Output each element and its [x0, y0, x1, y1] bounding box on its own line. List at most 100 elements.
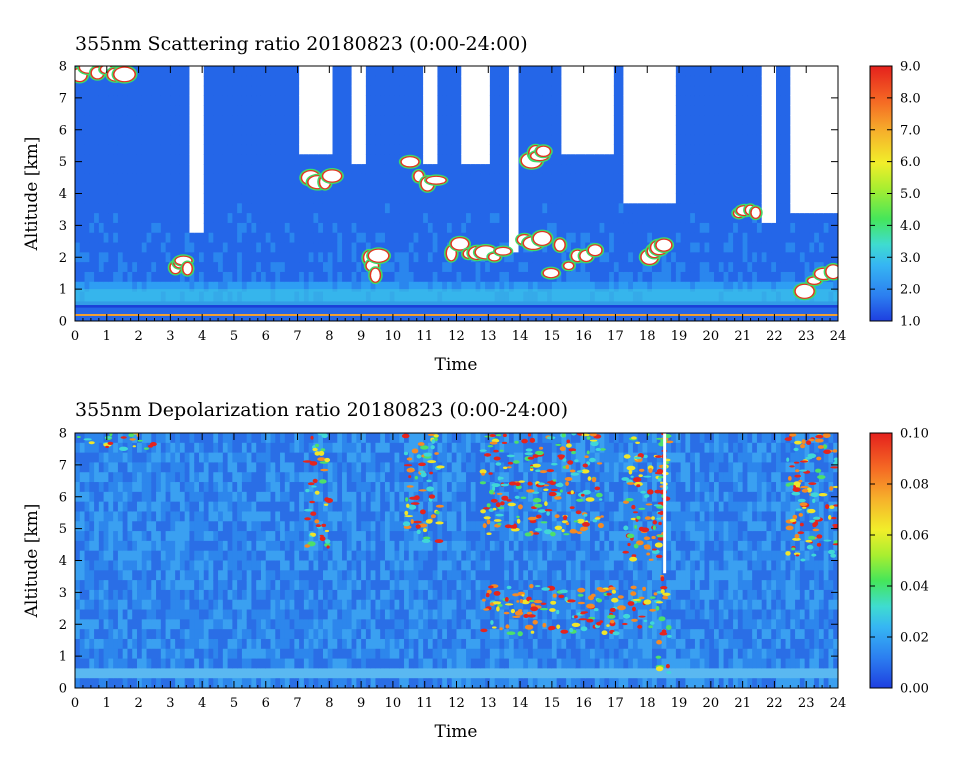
- heatmap-cell: [666, 203, 672, 214]
- heatmap-cell: [408, 242, 415, 253]
- heatmap-cell: [785, 85, 791, 97]
- heatmap-cell: [308, 85, 315, 97]
- heatmap-cell: [194, 242, 200, 253]
- heatmap-cell: [127, 678, 133, 688]
- heatmap-cell: [780, 105, 787, 116]
- heatmap-cell: [632, 213, 639, 224]
- heatmap-cell: [384, 173, 391, 185]
- heatmap-cell: [485, 271, 491, 283]
- heatmap-cell: [437, 281, 443, 293]
- heatmap-cell: [528, 213, 534, 224]
- heatmap-cell: [475, 115, 481, 126]
- heatmap-cell: [790, 134, 796, 146]
- heatmap-cell: [799, 271, 806, 283]
- heatmap-cell: [728, 164, 734, 175]
- heatmap-cell: [652, 173, 658, 185]
- heatmap-cell: [75, 433, 81, 444]
- heatmap-cell: [761, 271, 768, 283]
- heatmap-cell: [108, 232, 114, 244]
- heatmap-cell: [590, 154, 596, 165]
- heatmap-cell: [156, 452, 162, 464]
- heatmap-cell: [75, 154, 81, 165]
- heatmap-cell: [785, 262, 791, 273]
- heatmap-cell: [675, 262, 682, 273]
- heatmap-cell: [108, 511, 114, 522]
- heatmap-cell: [75, 242, 81, 253]
- heatmap-cell: [718, 173, 725, 185]
- heatmap-cell: [308, 281, 315, 293]
- heatmap-cell: [528, 75, 534, 87]
- heatmap-cell: [551, 154, 558, 165]
- heatmap-cell: [284, 252, 291, 263]
- heatmap-cell: [432, 144, 439, 155]
- heatmap-cell: [656, 115, 663, 126]
- heatmap-cell: [756, 66, 763, 77]
- heatmap-cell: [561, 173, 567, 185]
- heatmap-cell: [585, 213, 591, 224]
- heatmap-cell: [404, 124, 410, 136]
- heatmap-cell: [361, 203, 367, 214]
- heatmap-cell: [79, 144, 86, 155]
- heatmap-cell: [613, 105, 620, 116]
- heatmap-cell: [508, 281, 515, 293]
- heatmap-cell: [556, 144, 563, 155]
- heatmap-cell: [84, 242, 90, 253]
- heatmap-cell: [117, 222, 124, 234]
- heatmap-cell: [733, 252, 739, 263]
- heatmap-cell: [241, 134, 248, 146]
- heatmap-cell: [466, 232, 472, 244]
- heatmap-cell: [489, 95, 496, 106]
- heatmap-cell: [132, 311, 138, 321]
- heatmap-cell: [361, 95, 367, 106]
- heatmap-cell: [394, 183, 400, 195]
- heatmap-cell: [432, 213, 439, 224]
- heatmap-cell: [132, 540, 138, 552]
- heatmap-cell: [313, 95, 319, 106]
- heatmap-cell: [561, 222, 567, 234]
- heatmap-cell: [652, 66, 658, 77]
- heatmap-cell: [704, 232, 710, 244]
- heatmap-cell: [613, 232, 620, 244]
- heatmap-cell: [714, 144, 720, 155]
- heatmap-cell: [818, 75, 825, 87]
- heatmap-cell: [427, 144, 434, 155]
- heatmap-cell: [585, 281, 591, 293]
- heatmap-cell: [766, 115, 772, 126]
- heatmap-cell: [265, 105, 272, 116]
- heatmap-cell: [84, 433, 90, 444]
- heatmap-cell: [322, 164, 329, 175]
- heatmap-cell: [365, 173, 372, 185]
- heatmap-cell: [370, 85, 377, 97]
- heatmap-cell: [146, 501, 152, 513]
- heatmap-cell: [699, 262, 706, 273]
- heatmap-cell: [351, 213, 357, 224]
- heatmap-cell: [75, 134, 81, 146]
- heatmap-cell: [356, 75, 362, 87]
- heatmap-cell: [203, 252, 210, 263]
- heatmap-cell: [442, 183, 448, 195]
- heatmap-cell: [632, 311, 639, 321]
- heatmap-cell: [389, 154, 396, 165]
- heatmap-cell: [752, 173, 758, 185]
- heatmap-cell: [94, 154, 100, 165]
- heatmap-cell: [628, 213, 634, 224]
- heatmap-cell: [604, 183, 610, 195]
- heatmap-cell: [556, 66, 563, 77]
- heatmap-cell: [179, 105, 186, 116]
- heatmap-cell: [623, 66, 629, 77]
- heatmap-cell: [528, 95, 534, 106]
- heatmap-cell: [408, 85, 415, 97]
- heatmap-cell: [365, 213, 372, 224]
- heatmap-cell: [561, 95, 567, 106]
- heatmap-cell: [747, 311, 753, 321]
- heatmap-cell: [804, 193, 810, 204]
- heatmap-cell: [699, 144, 706, 155]
- heatmap-cell: [833, 85, 838, 97]
- heatmap-cell: [284, 213, 291, 224]
- heatmap-cell: [218, 222, 224, 234]
- heatmap-cell: [599, 232, 605, 244]
- heatmap-cell: [714, 183, 720, 195]
- heatmap-cell: [590, 213, 596, 224]
- heatmap-cell: [766, 144, 772, 155]
- heatmap-cell: [117, 242, 124, 253]
